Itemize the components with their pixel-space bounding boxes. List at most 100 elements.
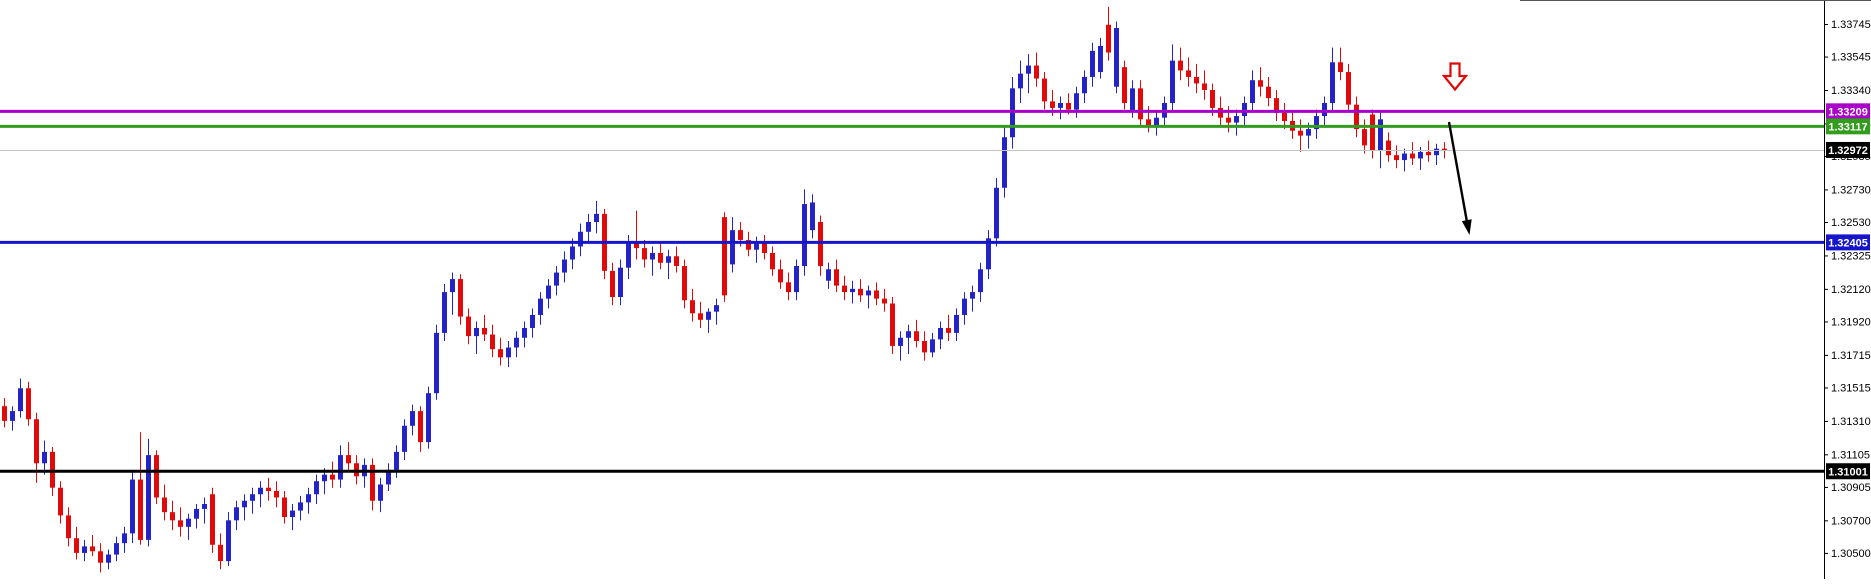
- candle-body: [1338, 62, 1343, 73]
- candle-body: [746, 239, 751, 250]
- candle-body: [874, 290, 879, 299]
- axis-tick-label: 1.33340: [1831, 85, 1871, 97]
- candle-body: [594, 213, 599, 223]
- axis-tick-label: 1.30905: [1831, 482, 1871, 494]
- candle-body: [722, 217, 727, 296]
- candle-body: [1434, 148, 1439, 156]
- axis-tick-label: 1.31310: [1831, 416, 1871, 428]
- candle-body: [138, 479, 143, 540]
- candle-body: [1418, 151, 1423, 159]
- candle-body: [586, 222, 591, 232]
- candlestick-series: [2, 6, 1447, 573]
- candle-body: [106, 554, 111, 563]
- candle-body: [122, 533, 127, 544]
- candle-body: [1250, 80, 1255, 104]
- candle-body: [290, 510, 295, 518]
- trend-arrow-line[interactable]: [1447, 121, 1469, 223]
- candle-body: [418, 411, 423, 443]
- candle-body: [1074, 93, 1079, 110]
- axis-tick-label: 1.31515: [1831, 382, 1871, 394]
- candle-body: [1442, 148, 1447, 151]
- candle-body: [314, 481, 319, 495]
- candle-body: [410, 411, 415, 426]
- candle-body: [178, 520, 183, 527]
- candle-body: [282, 497, 287, 518]
- candle-body: [922, 341, 927, 353]
- candle-body: [1026, 65, 1031, 74]
- candle-body: [2, 406, 7, 421]
- candle-body: [90, 546, 95, 552]
- candle-body: [426, 393, 431, 443]
- candle-body: [1202, 83, 1207, 90]
- hline-support-black-tag: [1826, 463, 1870, 480]
- axis-tick-label: 1.32730: [1831, 184, 1871, 196]
- candle-body: [1386, 140, 1391, 156]
- candle-body: [26, 388, 31, 420]
- candle-body: [778, 269, 783, 283]
- candle-body: [1130, 88, 1135, 112]
- candle-body: [634, 243, 639, 249]
- candle-body: [218, 544, 223, 562]
- candle-body: [714, 305, 719, 312]
- candle-body: [1410, 153, 1415, 159]
- candle-body: [154, 455, 159, 498]
- candle-body: [826, 269, 831, 281]
- hline-resistance-purple-tag-label: 1.33209: [1828, 106, 1868, 118]
- candle-body: [234, 507, 239, 521]
- candle-body: [258, 487, 263, 495]
- candle-body: [658, 252, 663, 263]
- candle-body: [1426, 151, 1431, 156]
- candle-body: [98, 551, 103, 563]
- candle-body: [1058, 103, 1063, 108]
- axis-tick-label: 1.33745: [1831, 19, 1871, 31]
- candle-body: [450, 279, 455, 293]
- candle-body: [162, 497, 167, 513]
- candle-body: [1226, 117, 1231, 123]
- candle-body: [954, 314, 959, 333]
- candle-body: [1298, 130, 1303, 136]
- axis-tick-label: 1.32120: [1831, 284, 1871, 296]
- candle-body: [242, 500, 247, 508]
- candle-body: [1178, 60, 1183, 71]
- candle-body: [1274, 98, 1279, 113]
- hline-resistance-purple-tag: [1826, 103, 1870, 120]
- candle-body: [562, 259, 567, 273]
- candle-body: [514, 337, 519, 348]
- price-axis[interactable]: 1.337451.335451.333401.331351.329351.327…: [1824, 19, 1871, 560]
- candle-body: [818, 222, 823, 267]
- candle-body: [226, 520, 231, 562]
- candle-body: [378, 484, 383, 501]
- candle-body: [186, 518, 191, 527]
- candle-body: [202, 504, 207, 509]
- current-price-tag: [1826, 141, 1870, 158]
- candle-body: [490, 334, 495, 350]
- candle-body: [538, 298, 543, 315]
- axis-tick-label: 1.32530: [1831, 217, 1871, 229]
- axis-tick-label: 1.31715: [1831, 350, 1871, 362]
- candle-body: [898, 337, 903, 346]
- candle-body: [1122, 67, 1127, 104]
- axis-tick-label: 1.30500: [1831, 548, 1871, 560]
- candle-body: [1354, 104, 1359, 130]
- candle-body: [498, 349, 503, 358]
- candle-body: [130, 479, 135, 534]
- candle-body: [610, 270, 615, 297]
- candle-body: [762, 243, 767, 253]
- candle-body: [1362, 129, 1367, 146]
- candle-body: [706, 311, 711, 320]
- candle-body: [1314, 116, 1319, 130]
- candle-body: [114, 543, 119, 555]
- candle-body: [850, 288, 855, 293]
- candle-body: [194, 508, 199, 519]
- candle-body: [570, 246, 575, 260]
- candle-body: [834, 269, 839, 286]
- candle-body: [786, 282, 791, 293]
- candle-body: [66, 515, 71, 539]
- red-down-arrow-icon[interactable]: [1441, 62, 1469, 92]
- candle-body: [962, 298, 967, 315]
- candle-body: [1106, 24, 1111, 53]
- candle-body: [506, 347, 511, 358]
- candle-body: [730, 230, 735, 265]
- candle-body: [402, 425, 407, 452]
